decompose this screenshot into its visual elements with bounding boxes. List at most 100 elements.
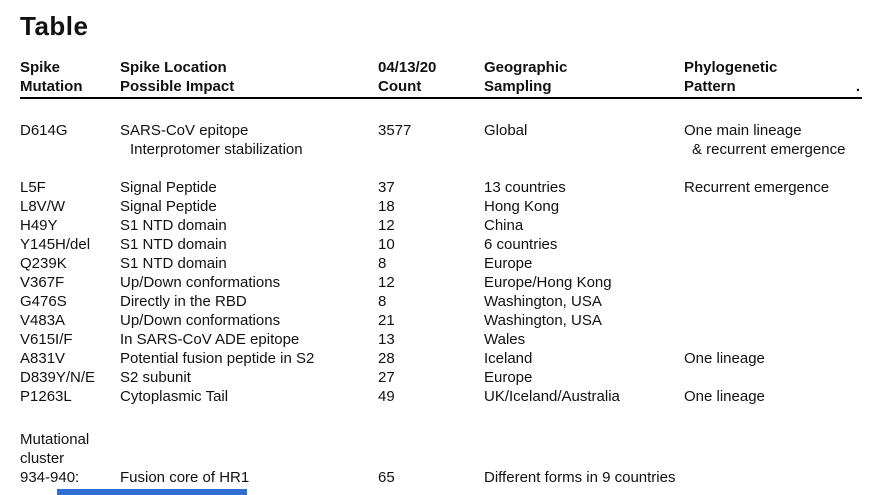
cell-geographic-text: Hong Kong bbox=[484, 198, 560, 215]
cell-mutation-text: V615I/F bbox=[20, 331, 73, 348]
cell-location-text: Up/Down conformations bbox=[120, 274, 281, 291]
header-geographic-sampling: Geographic Sampling bbox=[484, 58, 684, 96]
cell-geographic: 6 countries bbox=[484, 235, 684, 254]
cell-mutation: Q239K bbox=[20, 254, 120, 273]
cell-location-text: Fusion core of HR1 bbox=[120, 469, 250, 486]
cell-count-text: 49 bbox=[378, 388, 395, 405]
cell-location-text: S1 NTD domain bbox=[120, 236, 227, 253]
cell-location-text: Signal Peptide bbox=[120, 198, 217, 215]
cell-location-text: S2 subunit bbox=[120, 369, 191, 386]
cell-location: Up/Down conformations bbox=[120, 273, 378, 292]
cell-pattern bbox=[684, 292, 862, 311]
cell-count: 21 bbox=[378, 311, 484, 330]
cell-mutation-text: Y145H/del bbox=[20, 236, 91, 253]
cell-pattern bbox=[684, 468, 862, 487]
cell-geographic: 13 countries bbox=[484, 178, 684, 197]
cell-count: 18 bbox=[378, 197, 484, 216]
cell-geographic: Iceland bbox=[484, 349, 684, 368]
table-header-row: Spike Mutation Spike Location Possible I… bbox=[20, 58, 862, 99]
cell-mutation: L8V/W bbox=[20, 197, 120, 216]
cell-location: S1 NTD domain bbox=[120, 216, 378, 235]
cell-geographic-text: Europe bbox=[484, 255, 533, 272]
cell-location: Potential fusion peptide in S2 bbox=[120, 349, 378, 368]
cell-pattern bbox=[684, 330, 862, 349]
cell-count: 28 bbox=[378, 349, 484, 368]
header-spike-mutation-line1: Spike bbox=[20, 59, 61, 76]
cell-location-text-line2: Interprotomer stabilization bbox=[130, 141, 303, 158]
cell-location: Cytoplasmic Tail bbox=[120, 387, 378, 406]
cell-location: Signal Peptide bbox=[120, 197, 378, 216]
cell-pattern: One lineage bbox=[684, 387, 862, 406]
cell-count-text: 3577 bbox=[378, 122, 412, 139]
cell-count-text: 27 bbox=[378, 369, 395, 386]
cell-geographic: Global bbox=[484, 121, 684, 159]
cell-geographic: UK/Iceland/Australia bbox=[484, 387, 684, 406]
cell-pattern: One main lineage & recurrent emergence bbox=[684, 121, 862, 159]
cell-mutation: 934-940: bbox=[20, 468, 120, 487]
cell-location: Fusion core of HR1 bbox=[120, 468, 378, 487]
cell-geographic-text: Europe/Hong Kong bbox=[484, 274, 612, 291]
cell-mutation: V615I/F bbox=[20, 330, 120, 349]
table-row: L8V/W Signal Peptide 18 Hong Kong bbox=[20, 197, 869, 216]
cell-pattern-text: One lineage bbox=[684, 388, 765, 405]
cell-geographic: Europe bbox=[484, 254, 684, 273]
cell-mutation-text: L5F bbox=[20, 179, 46, 196]
cell-geographic-text: Europe bbox=[484, 369, 533, 386]
cell-location: Signal Peptide bbox=[120, 178, 378, 197]
table-row: V483A Up/Down conformations 21 Washington, … bbox=[20, 311, 869, 330]
mutational-cluster-label-line1: Mutational bbox=[20, 431, 90, 448]
cell-location-text: S1 NTD domain bbox=[120, 255, 227, 272]
cell-count: 8 bbox=[378, 292, 484, 311]
cell-geographic: Different forms in 9 countries bbox=[484, 468, 684, 487]
cell-location: Directly in the RBD bbox=[120, 292, 378, 311]
cell-geographic-text: Washington, USA bbox=[484, 312, 602, 329]
cell-pattern bbox=[684, 311, 862, 330]
cell-count-text: 13 bbox=[378, 331, 395, 348]
mutational-cluster-label: Mutational cluster bbox=[20, 430, 869, 468]
cell-count-text: 21 bbox=[378, 312, 395, 329]
cell-mutation-text: P1263L bbox=[20, 388, 72, 405]
cell-mutation-text: D614G bbox=[20, 122, 68, 139]
cell-mutation-text: D839Y/N/E bbox=[20, 369, 96, 386]
cell-mutation: H49Y bbox=[20, 216, 120, 235]
table-body: D614G SARS-CoV epitope Interprotomer stabi… bbox=[20, 99, 869, 406]
table-footer-group: Mutational cluster 934-940: Fusion core … bbox=[20, 406, 869, 487]
cell-count: 65 bbox=[378, 468, 484, 487]
cell-mutation: L5F bbox=[20, 178, 120, 197]
cell-mutation-text: Q239K bbox=[20, 255, 67, 272]
cell-location: SARS-CoV epitope Interprotomer stabilizat… bbox=[120, 121, 378, 159]
cell-pattern bbox=[684, 273, 862, 292]
cell-mutation-text: L8V/W bbox=[20, 198, 66, 215]
cell-count-text: 10 bbox=[378, 236, 395, 253]
cell-location-text: Cytoplasmic Tail bbox=[120, 388, 229, 405]
cell-pattern bbox=[684, 368, 862, 387]
cell-count: 10 bbox=[378, 235, 484, 254]
cell-geographic-text: China bbox=[484, 217, 524, 234]
header-spike-mutation: Spike Mutation bbox=[20, 58, 120, 96]
table-row: 934-940: Fusion core of HR1 65 Different… bbox=[20, 468, 869, 487]
table-row: H49Y S1 NTD domain 12 China bbox=[20, 216, 869, 235]
page-title: Table bbox=[20, 11, 89, 41]
cell-geographic-text: Global bbox=[484, 122, 528, 139]
cell-pattern-text: One lineage bbox=[684, 350, 765, 367]
cell-count-text: 28 bbox=[378, 350, 395, 367]
table-row: P1263L Cytoplasmic Tail 49 UK/Iceland/Austr… bbox=[20, 387, 869, 406]
cell-count: 49 bbox=[378, 387, 484, 406]
cell-pattern: Recurrent emergence bbox=[684, 178, 862, 197]
cell-geographic-text: Washington, USA bbox=[484, 293, 602, 310]
cell-mutation: Y145H/del bbox=[20, 235, 120, 254]
table-row: Q239K S1 NTD domain 8 Europe bbox=[20, 254, 869, 273]
cell-pattern bbox=[684, 254, 862, 273]
cell-location: In SARS-CoV ADE epitope bbox=[120, 330, 378, 349]
cell-geographic: Washington, USA bbox=[484, 311, 684, 330]
table-row: Y145H/del S1 NTD domain 10 6 countries bbox=[20, 235, 869, 254]
cell-geographic-text: 6 countries bbox=[484, 236, 558, 253]
cell-geographic: Europe/Hong Kong bbox=[484, 273, 684, 292]
cell-location-text: S1 NTD domain bbox=[120, 217, 227, 234]
cell-geographic-text: 13 countries bbox=[484, 179, 566, 196]
cell-mutation: D614G bbox=[20, 121, 120, 159]
cell-pattern bbox=[684, 216, 862, 235]
table-row: A831V Potential fusion peptide in S2 28 Ice… bbox=[20, 349, 869, 368]
table-row: V367F Up/Down conformations 12 Europe/Hong … bbox=[20, 273, 869, 292]
